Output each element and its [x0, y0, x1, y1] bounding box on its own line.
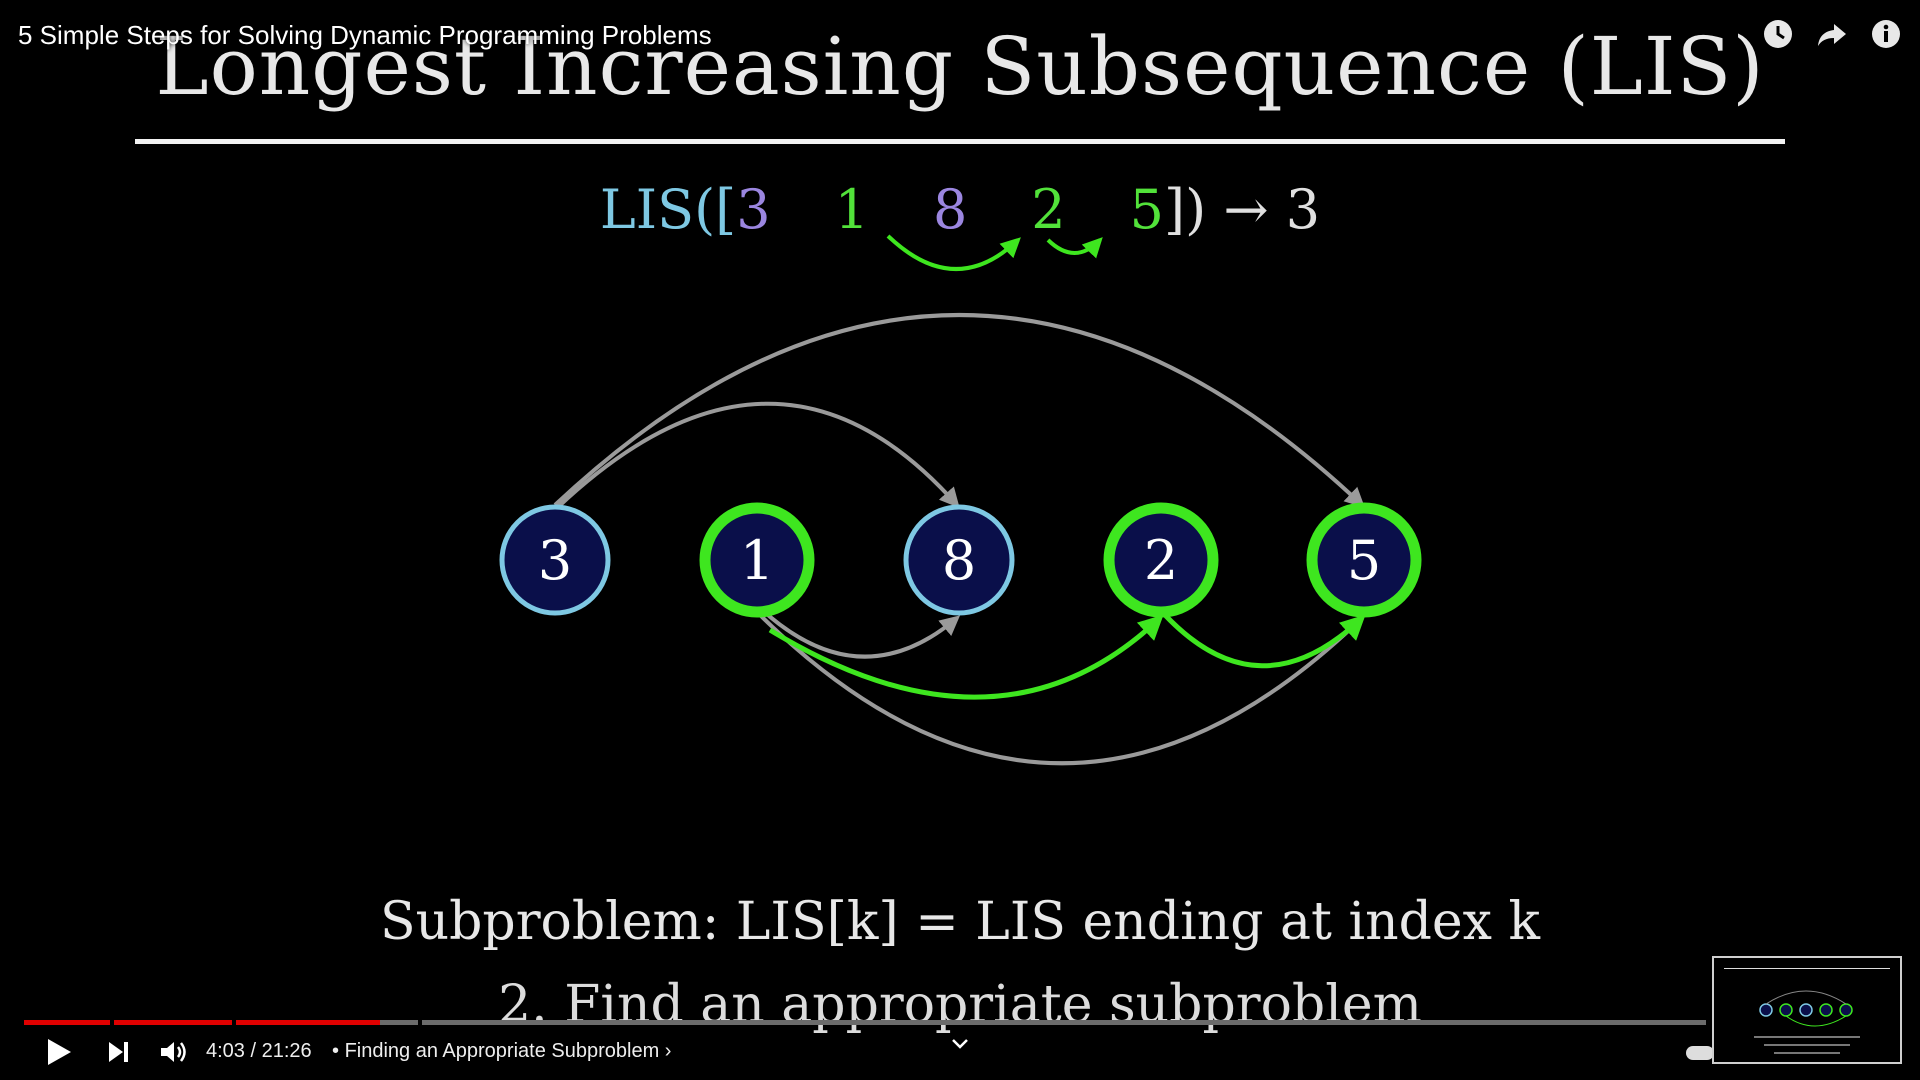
title-divider — [135, 139, 1785, 144]
graph-node: 3 — [499, 504, 611, 616]
edge-1-2 — [768, 614, 1164, 700]
node-circle — [699, 502, 815, 618]
subproblem-text: Subproblem: LIS[k] = LIS ending at index… — [380, 892, 1540, 952]
preview-thumbnail[interactable] — [1712, 956, 1902, 1064]
sequence-item: 1 — [834, 178, 869, 241]
edge-3-8 — [553, 401, 960, 512]
node-label: 5 — [1347, 529, 1381, 592]
chevron-right-icon: › — [664, 1040, 672, 1062]
arrow: → — [1223, 178, 1269, 241]
thumbnail-preview — [1724, 968, 1890, 1054]
node-label: 3 — [538, 529, 572, 592]
player-controls: 4:03 / 21:26 • Finding an Appropriate Su… — [0, 1030, 1920, 1074]
top-actions — [1762, 18, 1902, 50]
node-label: 8 — [942, 529, 976, 592]
edge-2-5 — [1163, 613, 1366, 669]
lis-suffix: ]) — [1164, 178, 1207, 241]
info-icon[interactable] — [1870, 18, 1902, 50]
graph-node: 8 — [903, 504, 1015, 616]
time-display: 4:03 / 21:26 — [206, 1040, 312, 1062]
share-icon[interactable] — [1816, 18, 1848, 50]
chapter-segment[interactable] — [24, 1020, 110, 1025]
chapter-segment[interactable] — [422, 1020, 1706, 1025]
node-circle — [1103, 502, 1219, 618]
graph-node: 2 — [1103, 502, 1219, 618]
step-text: 2. Find an appropriate subproblem — [498, 975, 1422, 1035]
seq-arrow-2-5 — [1046, 237, 1103, 259]
node-label: 1 — [740, 529, 774, 592]
separator: • — [332, 1040, 340, 1062]
chapter-segment[interactable] — [114, 1020, 232, 1025]
sequence-item: 3 — [736, 178, 771, 241]
chapter-label: Finding an Appropriate Subproblem — [344, 1040, 660, 1062]
graph-node: 1 — [699, 502, 815, 618]
video-title[interactable]: 5 Simple Steps for Solving Dynamic Progr… — [18, 20, 712, 50]
progress-bar[interactable] — [24, 1020, 1706, 1025]
chapter-segment[interactable] — [236, 1020, 418, 1025]
node-circle — [1306, 502, 1422, 618]
sequence-arrows — [886, 234, 1103, 271]
edge-1-8 — [758, 606, 961, 659]
lis-equation: LIS([3 1 8 2 5]) → 3 — [0, 178, 1920, 241]
lis-result: 3 — [1285, 178, 1321, 241]
watch-later-icon[interactable] — [1762, 18, 1794, 50]
sequence-item: 5 — [1129, 178, 1165, 241]
next-icon[interactable] — [106, 1036, 132, 1068]
sequence-item: 2 — [1031, 178, 1066, 241]
play-icon[interactable] — [44, 1036, 74, 1068]
graph-node: 5 — [1306, 502, 1422, 618]
edge-3-5 — [553, 313, 1365, 508]
lis-prefix: LIS([ — [599, 178, 737, 241]
node-label: 2 — [1144, 529, 1178, 592]
chapter-title[interactable]: • Finding an Appropriate Subproblem › — [332, 1040, 671, 1063]
slide-title: Longest Increasing Subsequence (LIS) — [155, 20, 1765, 113]
node-circle — [499, 504, 611, 616]
volume-icon[interactable] — [158, 1036, 188, 1068]
node-circle — [903, 504, 1015, 616]
seq-arrow-1-2 — [886, 234, 1021, 271]
chevron-down-icon[interactable] — [950, 1036, 970, 1052]
autoplay-toggle[interactable] — [1686, 1046, 1714, 1060]
edge-1-5 — [758, 613, 1365, 766]
sequence-item: 8 — [932, 178, 968, 241]
